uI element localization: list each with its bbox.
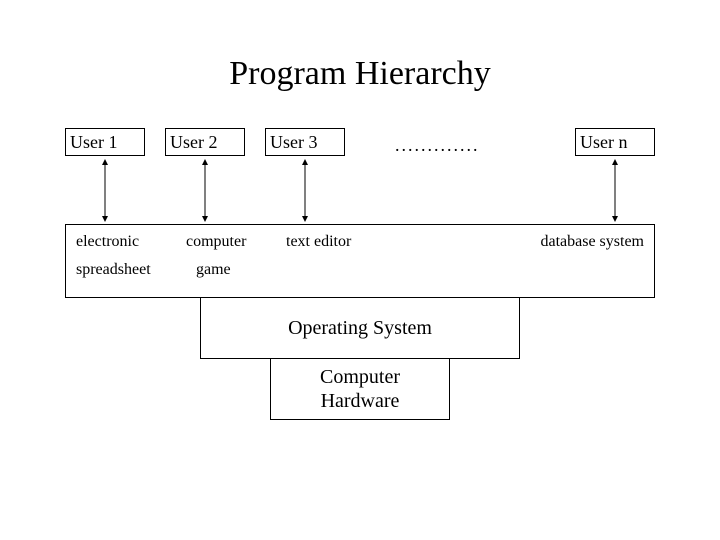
- app-item: database system: [486, 233, 644, 251]
- user-box-3: User 3: [265, 128, 345, 156]
- user-box-2: User 2: [165, 128, 245, 156]
- diagram-title: Program Hierarchy: [0, 55, 720, 93]
- app-item: electronic: [76, 233, 186, 251]
- hardware-layer: ComputerHardware: [270, 358, 450, 420]
- app-item: spreadsheet: [76, 261, 186, 279]
- user-label: User 2: [170, 132, 218, 153]
- user-label: User n: [580, 132, 628, 153]
- user-label: User 3: [270, 132, 318, 153]
- applications-layer: electronic computer text editor database…: [65, 224, 655, 298]
- operating-system-layer: Operating System: [200, 297, 520, 359]
- app-item: computer: [186, 233, 286, 251]
- app-item: game: [186, 261, 296, 279]
- user-box-1: User 1: [65, 128, 145, 156]
- hardware-label: ComputerHardware: [320, 365, 400, 413]
- app-item: text editor: [286, 233, 486, 251]
- user-box-n: User n: [575, 128, 655, 156]
- users-ellipsis: .............: [395, 135, 480, 156]
- os-label: Operating System: [288, 317, 432, 340]
- user-label: User 1: [70, 132, 118, 153]
